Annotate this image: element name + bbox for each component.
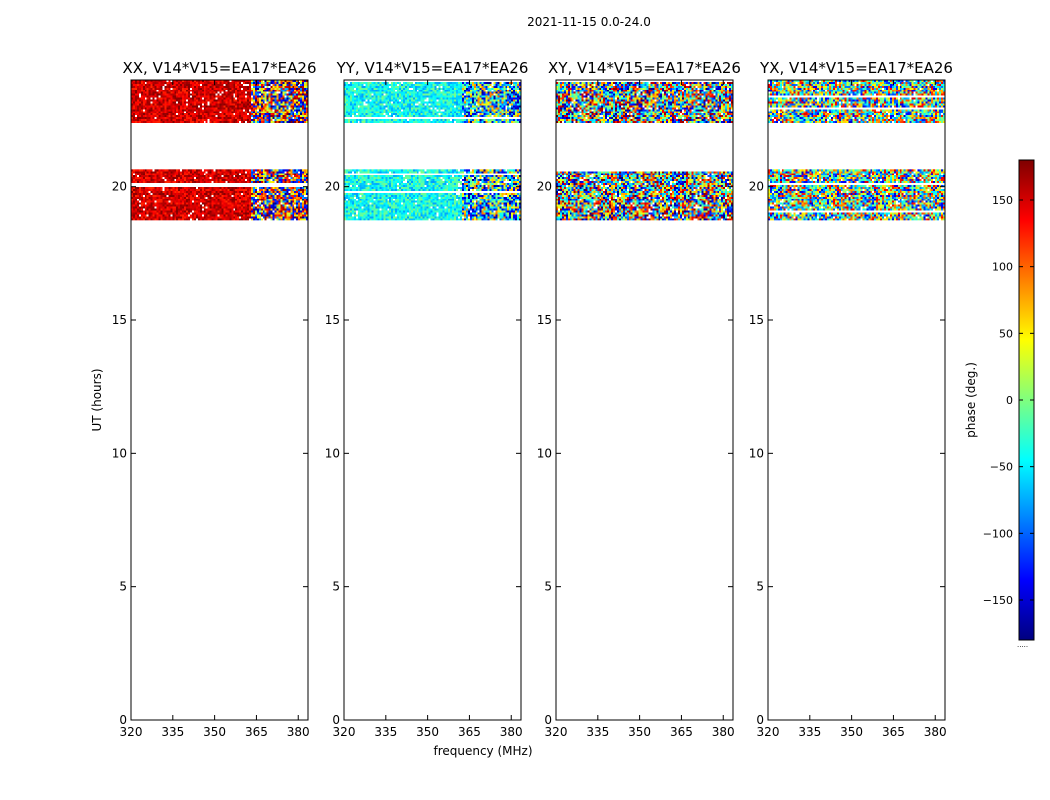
colorbar-footer: ..... [1017, 641, 1028, 649]
y-tick-label: 10 [325, 446, 340, 460]
x-tick-label: 335 [586, 725, 609, 739]
colorbar-tick-label: −150 [983, 594, 1013, 607]
x-tick-label: 335 [161, 725, 184, 739]
x-tick-label: 365 [458, 725, 481, 739]
heatmap-block [344, 169, 521, 221]
panel-title: YX, V14*V15=EA17*EA26 [759, 59, 953, 77]
x-tick-label: 335 [798, 725, 821, 739]
panel-1: YY, V14*V15=EA17*EA26 320 335 350 365 380 0 5 10… [325, 59, 529, 739]
x-tick-label: 380 [287, 725, 310, 739]
colorbar-tick-label: 100 [992, 261, 1013, 274]
y-tick-label: 20 [537, 180, 552, 194]
x-axis-label: frequency (MHz) [433, 744, 532, 758]
y-tick-label: 0 [544, 713, 552, 727]
x-tick-label: 365 [670, 725, 693, 739]
panel-0: XX, V14*V15=EA17*EA26 320 335 350 365 380 0 5 10… [112, 59, 317, 739]
panel-2: XY, V14*V15=EA17*EA26 320 335 350 365 380 0 5 10… [537, 59, 741, 739]
figure-suptitle: 2021-11-15 0.0-24.0 [527, 15, 651, 29]
colorbar-tick-label: 0 [1006, 394, 1013, 407]
x-tick-label: 320 [545, 725, 568, 739]
heatmap-block [556, 169, 733, 221]
x-tick-label: 320 [120, 725, 143, 739]
heatmap-block [131, 169, 308, 221]
panel-3: YX, V14*V15=EA17*EA26 320 335 350 365 380 0 5 10… [749, 59, 953, 739]
y-tick-label: 5 [544, 580, 552, 594]
x-tick-label: 365 [245, 725, 268, 739]
x-tick-label: 380 [500, 725, 523, 739]
x-tick-label: 365 [882, 725, 905, 739]
y-tick-label: 15 [325, 313, 340, 327]
plot-frame [130, 79, 309, 721]
y-tick-label: 10 [112, 446, 127, 460]
y-axis-label: UT (hours) [90, 368, 104, 431]
y-tick-label: 20 [112, 180, 127, 194]
y-tick-label: 0 [332, 713, 340, 727]
heatmap-block [131, 80, 308, 123]
y-tick-label: 5 [332, 580, 340, 594]
colorbar-tick-label: −50 [990, 461, 1013, 474]
colorbar-gradient [1019, 160, 1034, 640]
y-tick-label: 10 [537, 446, 552, 460]
y-tick-label: 5 [119, 580, 127, 594]
heatmap-block [556, 80, 733, 123]
x-tick-label: 335 [374, 725, 397, 739]
y-tick-label: 0 [119, 713, 127, 727]
colorbar-tick-label: 50 [999, 327, 1013, 340]
plot-frame [555, 79, 734, 721]
panel-title: XX, V14*V15=EA17*EA26 [122, 59, 316, 77]
colorbar: 150 100 50 0 −50 −100 −150 phase (deg.)..... [964, 159, 1035, 649]
plot-frame [343, 79, 522, 721]
panels-group: XX, V14*V15=EA17*EA26 320 335 350 365 380 0 5 10… [112, 59, 953, 739]
x-tick-label: 350 [203, 725, 226, 739]
panel-title: YY, V14*V15=EA17*EA26 [336, 59, 529, 77]
x-tick-label: 350 [628, 725, 651, 739]
x-tick-label: 380 [712, 725, 735, 739]
colorbar-label: phase (deg.) [964, 362, 978, 438]
x-tick-label: 350 [840, 725, 863, 739]
x-tick-label: 350 [416, 725, 439, 739]
y-tick-label: 20 [749, 180, 764, 194]
colorbar-tick-label: 150 [992, 194, 1013, 207]
x-tick-label: 320 [333, 725, 356, 739]
x-tick-label: 380 [924, 725, 947, 739]
heatmap-block [344, 80, 521, 123]
x-tick-label: 320 [757, 725, 780, 739]
heatmap-block [768, 169, 945, 221]
colorbar-tick-label: −100 [983, 527, 1013, 540]
y-tick-label: 10 [749, 446, 764, 460]
plot-frame [767, 79, 946, 721]
y-tick-label: 5 [756, 580, 764, 594]
heatmap-block [768, 80, 945, 123]
y-tick-label: 15 [112, 313, 127, 327]
y-tick-label: 0 [756, 713, 764, 727]
y-tick-label: 15 [749, 313, 764, 327]
y-tick-label: 20 [325, 180, 340, 194]
y-tick-label: 15 [537, 313, 552, 327]
panel-title: XY, V14*V15=EA17*EA26 [548, 59, 741, 77]
